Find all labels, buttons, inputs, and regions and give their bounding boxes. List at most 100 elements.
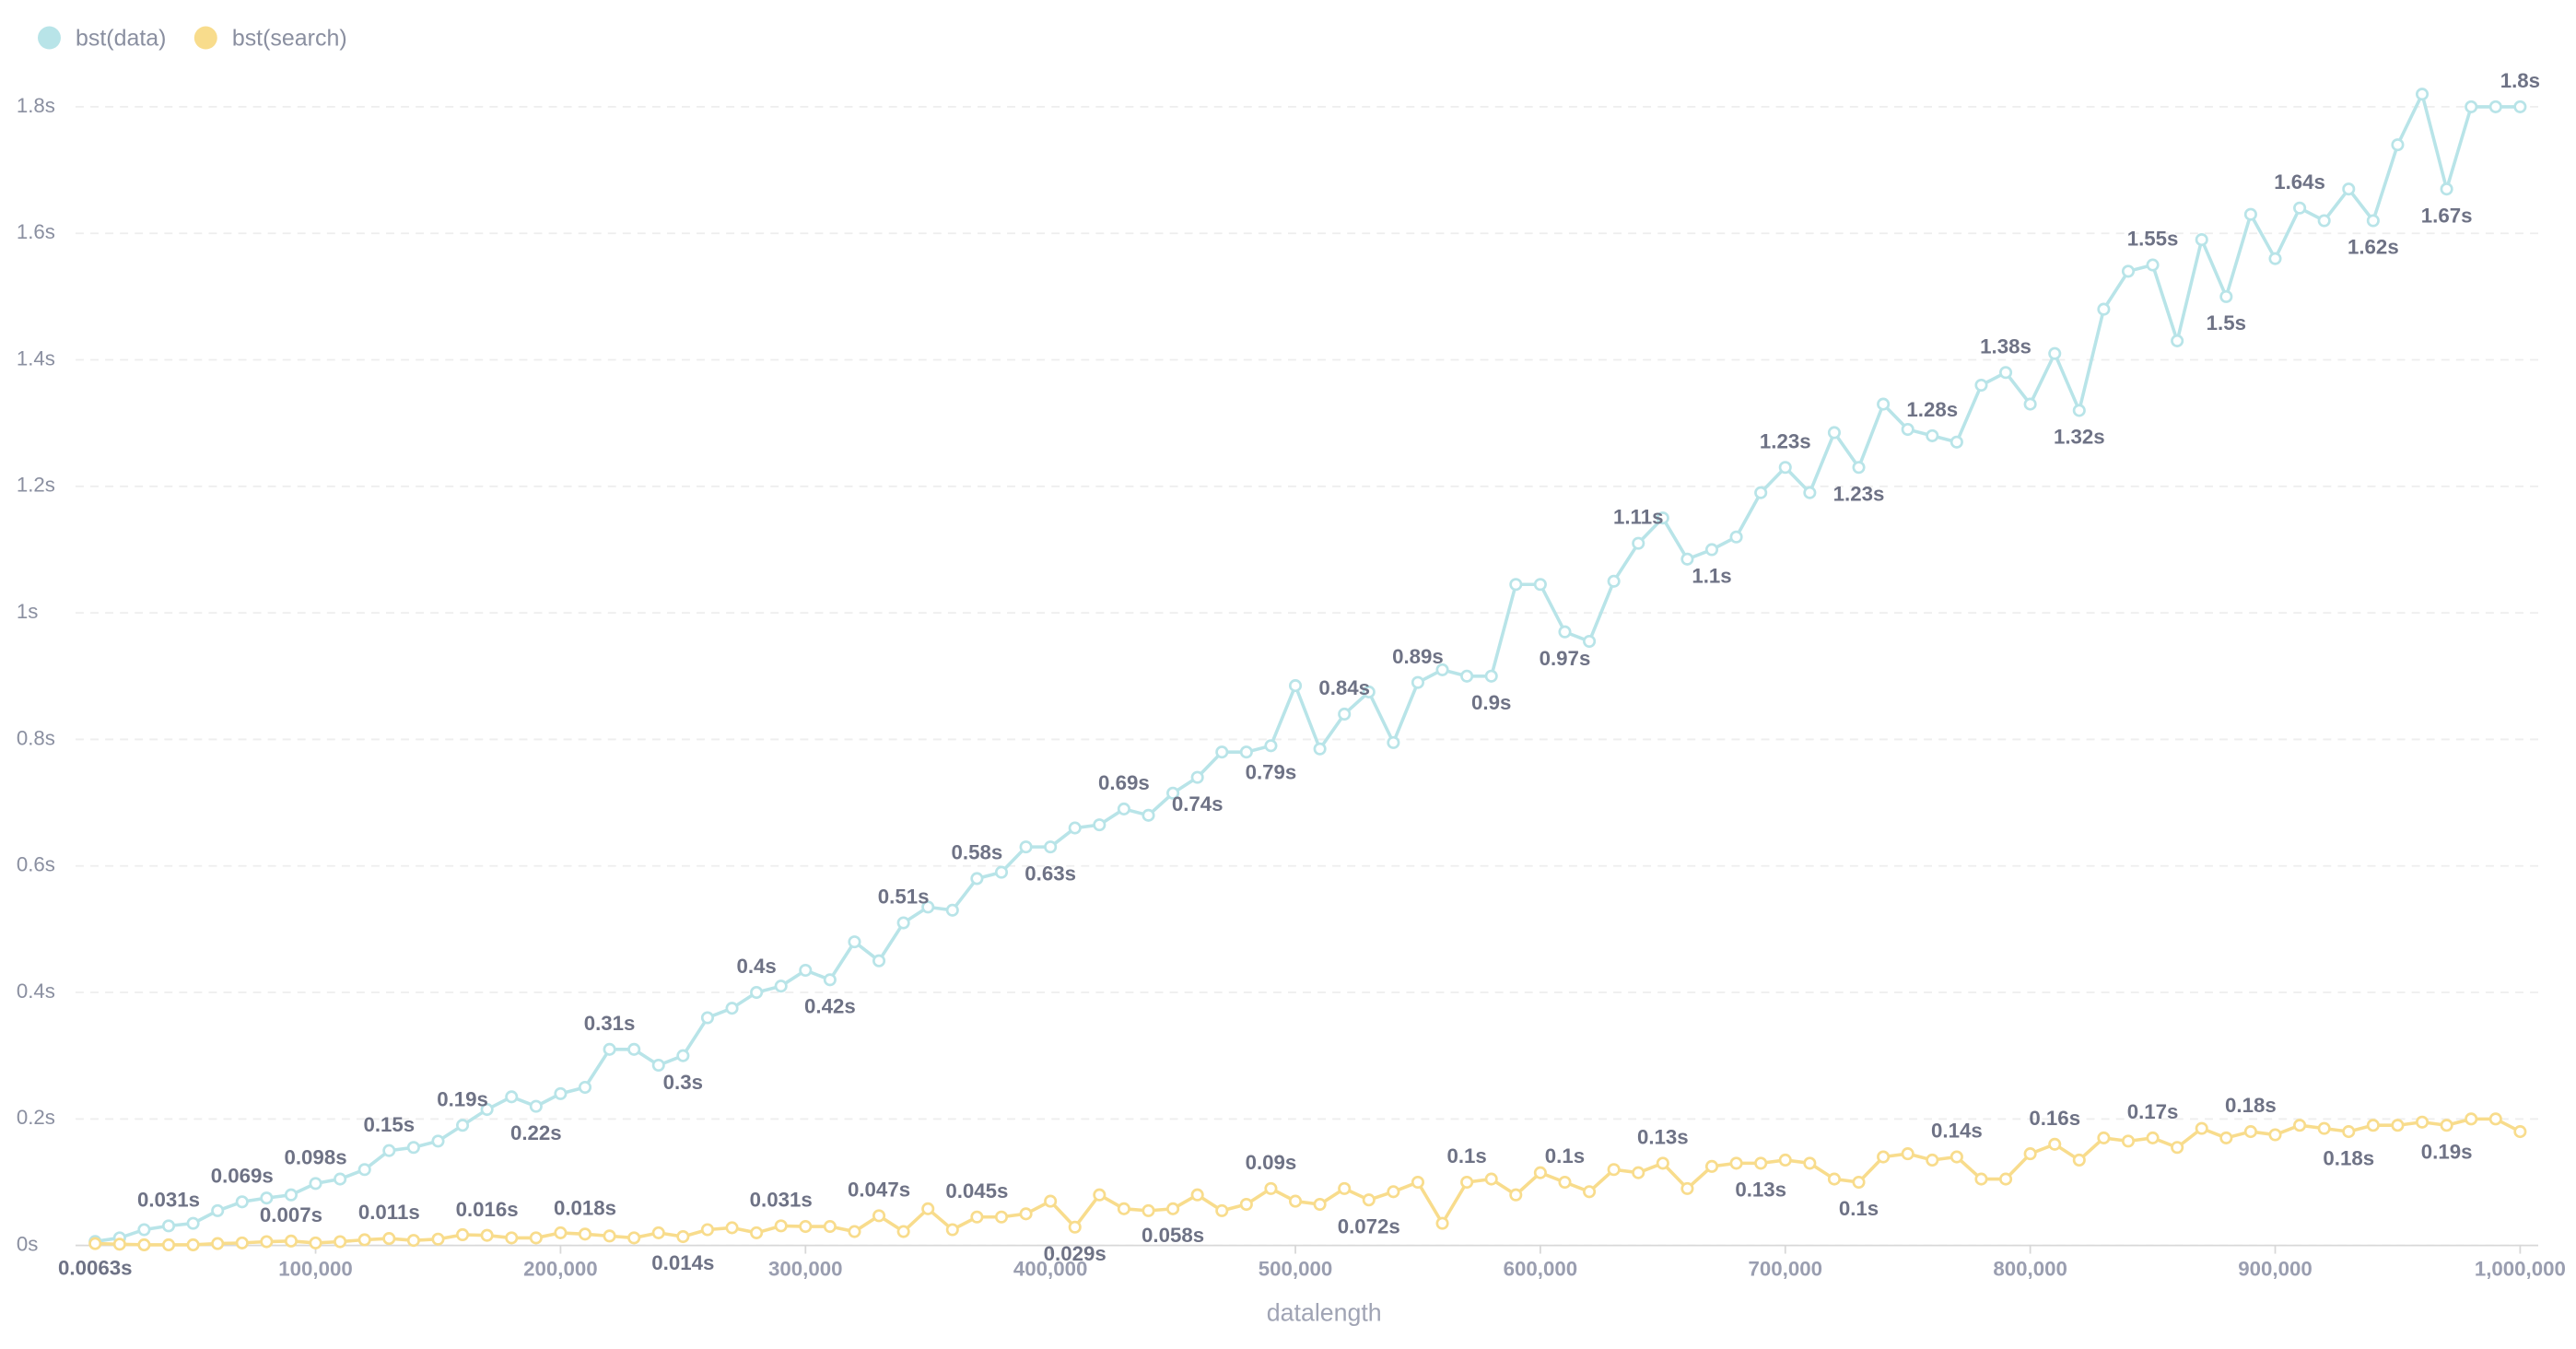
- data-label: 0.79s: [1246, 761, 1297, 784]
- data-point: [1313, 1197, 1327, 1212]
- data-label: 0.069s: [211, 1164, 274, 1187]
- data-label: 0.58s: [952, 841, 1003, 864]
- data-point: [1607, 574, 1621, 588]
- data-label: 1.55s: [2127, 228, 2179, 251]
- data-point: [1901, 422, 1914, 437]
- data-point: [1019, 840, 1033, 854]
- data-point: [2195, 1121, 2208, 1135]
- data-point: [872, 1209, 886, 1223]
- x-tick-label: 200,000: [523, 1257, 598, 1280]
- data-point: [309, 1177, 322, 1191]
- data-point: [284, 1234, 299, 1248]
- data-point: [1680, 1181, 1694, 1195]
- data-point: [2195, 233, 2208, 247]
- data-label: 0.031s: [750, 1189, 813, 1212]
- data-point: [431, 1134, 445, 1148]
- data-point: [2121, 264, 2136, 278]
- data-point: [1338, 707, 1352, 721]
- data-point: [2440, 1119, 2453, 1132]
- data-point: [1754, 486, 1768, 499]
- data-point: [1509, 578, 1523, 592]
- data-point: [2171, 1141, 2184, 1155]
- data-point: [161, 1238, 176, 1252]
- data-point: [554, 1086, 568, 1100]
- data-point: [1460, 669, 1474, 683]
- data-point: [529, 1231, 543, 1245]
- data-label: 0.007s: [260, 1203, 322, 1226]
- data-point: [725, 1221, 739, 1235]
- data-point: [848, 935, 861, 949]
- data-label: 0.029s: [1044, 1242, 1107, 1265]
- data-point: [945, 903, 959, 917]
- data-label: 1.23s: [1833, 482, 1885, 505]
- data-label: 0.011s: [358, 1201, 420, 1224]
- x-tick-label: 600,000: [1504, 1257, 1578, 1280]
- data-point: [1607, 1163, 1621, 1177]
- data-point: [1778, 461, 1792, 475]
- y-tick-label: 0.4s: [17, 979, 55, 1003]
- data-label: 0.19s: [437, 1087, 488, 1110]
- data-point: [1435, 1216, 1449, 1230]
- data-point: [2317, 214, 2331, 228]
- data-point: [2391, 138, 2405, 152]
- data-point: [1852, 461, 1866, 475]
- data-point: [1754, 1156, 1768, 1170]
- data-label: 1.64s: [2274, 170, 2325, 194]
- data-point: [1950, 1150, 1963, 1164]
- data-point: [235, 1236, 249, 1249]
- data-point: [2219, 1131, 2233, 1144]
- data-point: [1068, 1220, 1082, 1234]
- data-label: 0.19s: [2421, 1140, 2473, 1163]
- data-point: [1142, 1203, 1155, 1217]
- data-point: [260, 1191, 274, 1205]
- data-point: [1215, 745, 1229, 759]
- data-point: [284, 1188, 299, 1202]
- data-label: 0.97s: [1540, 647, 1591, 670]
- data-point: [235, 1195, 249, 1209]
- data-point: [357, 1233, 371, 1247]
- data-label: 0.9s: [1471, 691, 1511, 714]
- data-point: [848, 1225, 861, 1238]
- legend-marker: [193, 26, 217, 50]
- legend-label: bst(data): [76, 25, 166, 51]
- data-point: [2243, 1125, 2257, 1139]
- data-point: [1704, 1159, 1719, 1173]
- data-point: [970, 1210, 984, 1224]
- data-point: [2342, 1125, 2356, 1139]
- data-point: [2391, 1119, 2405, 1132]
- x-tick-label: 1,000,000: [2475, 1257, 2566, 1280]
- data-point: [1558, 625, 1572, 639]
- data-point: [1778, 1153, 1792, 1167]
- data-label: 0.16s: [2029, 1107, 2080, 1130]
- data-point: [1803, 486, 1817, 499]
- data-point: [1852, 1175, 1866, 1190]
- data-label: 0.014s: [651, 1251, 714, 1274]
- data-label: 1.67s: [2421, 204, 2473, 227]
- data-point: [1435, 663, 1449, 676]
- data-point: [2513, 100, 2527, 113]
- data-point: [1877, 397, 1891, 411]
- data-point: [1362, 685, 1376, 698]
- data-point: [1288, 1194, 1303, 1208]
- data-point: [309, 1236, 322, 1249]
- y-tick-label: 1.6s: [17, 220, 55, 243]
- legend-label: bst(search): [232, 25, 347, 51]
- data-point: [186, 1216, 200, 1230]
- data-point: [725, 1002, 739, 1015]
- data-label: 1.5s: [2207, 311, 2246, 334]
- y-tick-label: 1.8s: [17, 94, 55, 117]
- data-point: [1632, 536, 1645, 550]
- data-point: [2488, 1112, 2502, 1126]
- data-label: 0.69s: [1098, 771, 1150, 794]
- data-point: [382, 1144, 396, 1157]
- data-label: 0.1s: [1545, 1144, 1585, 1167]
- data-point: [1484, 669, 1498, 683]
- data-point: [750, 1226, 764, 1239]
- data-label: 0.0063s: [58, 1257, 133, 1280]
- data-point: [1533, 578, 1547, 592]
- data-point: [651, 1226, 665, 1239]
- data-point: [2293, 201, 2307, 215]
- data-label: 0.4s: [736, 955, 776, 978]
- data-label: 0.1s: [1839, 1197, 1879, 1220]
